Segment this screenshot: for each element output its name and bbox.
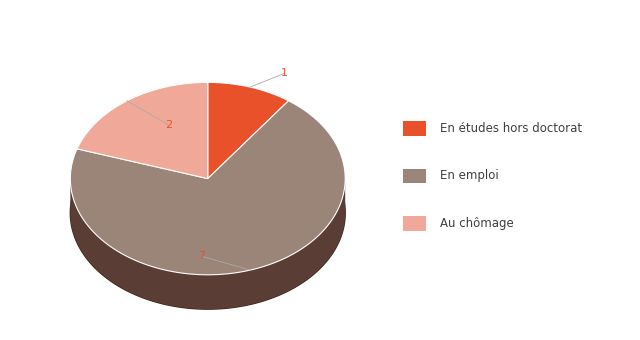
Text: 1: 1 [281, 68, 288, 78]
Polygon shape [70, 179, 345, 309]
Text: En emploi: En emploi [440, 169, 499, 183]
Polygon shape [208, 82, 289, 178]
Text: Au chômage: Au chômage [440, 217, 514, 231]
Polygon shape [70, 101, 345, 275]
FancyBboxPatch shape [403, 121, 426, 136]
Text: 7: 7 [198, 251, 205, 261]
Text: En études hors doctorat: En études hors doctorat [440, 122, 582, 135]
Text: 2: 2 [164, 120, 172, 130]
Polygon shape [77, 82, 208, 178]
FancyBboxPatch shape [403, 169, 426, 184]
Polygon shape [70, 117, 345, 309]
FancyBboxPatch shape [403, 216, 426, 231]
